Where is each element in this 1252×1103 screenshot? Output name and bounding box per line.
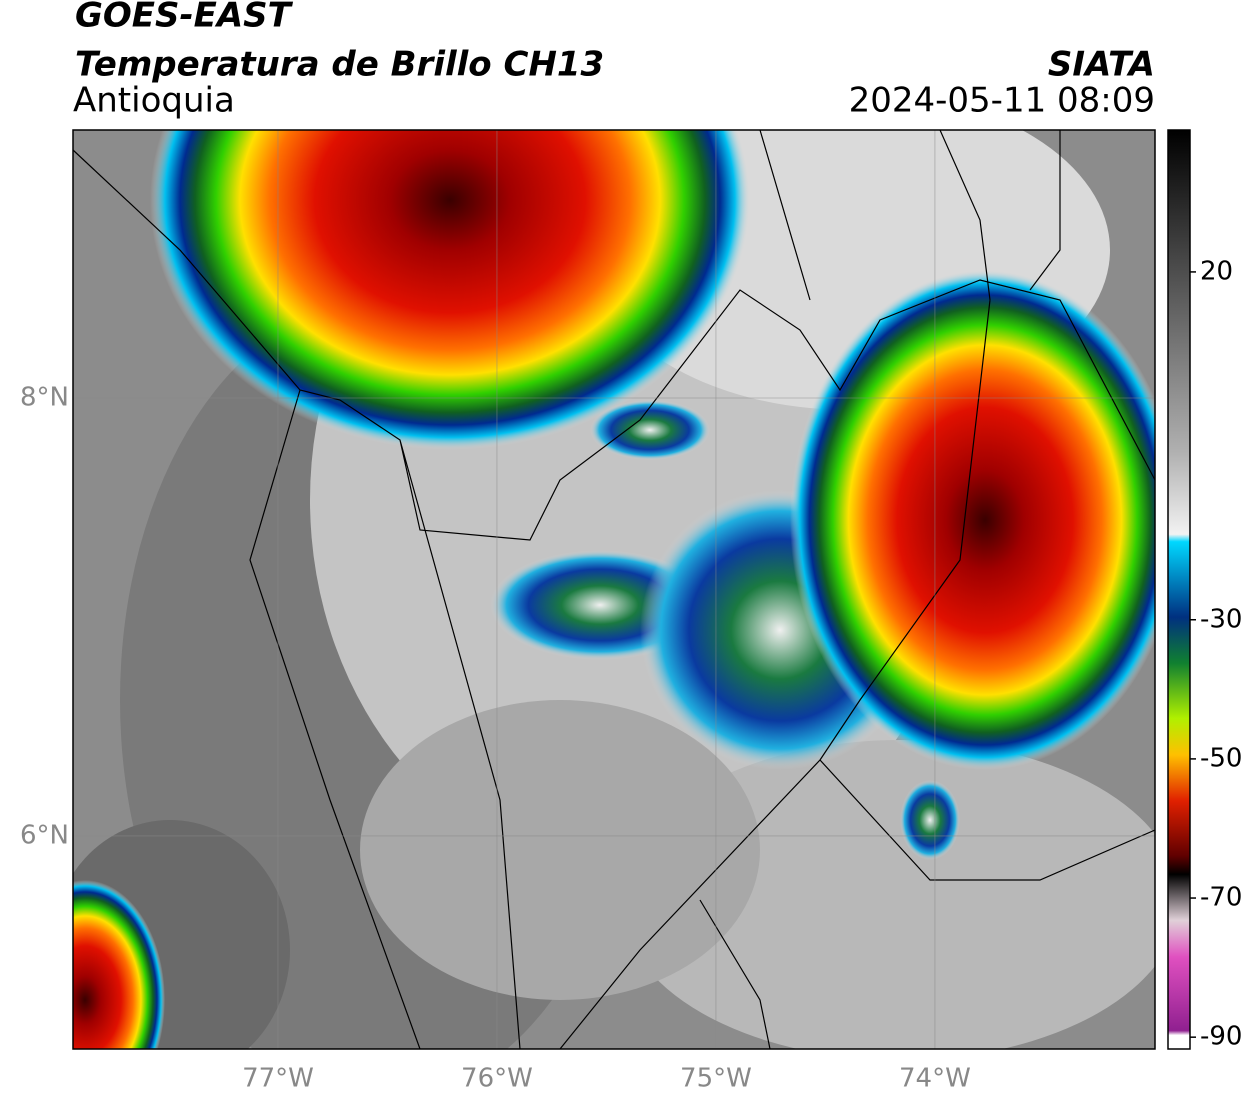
title: GOES-EAST: [75, 0, 294, 36]
satellite-image: [73, 130, 1155, 1049]
source: SIATA: [1048, 45, 1155, 85]
colorbar-tick-label: 20: [1200, 256, 1233, 286]
x-tick-label: 75°W: [680, 1064, 752, 1094]
colorbar-tick-label: -30: [1200, 604, 1242, 634]
colorbar-tick-label: -50: [1200, 743, 1242, 773]
graticule: [73, 130, 1155, 1049]
datetime: 2024-05-11 08:09: [849, 81, 1155, 121]
x-tick-label: 76°W: [461, 1064, 533, 1094]
colorbar: [1167, 129, 1191, 1050]
y-tick-label: 8°N: [20, 383, 69, 413]
x-tick-label: 77°W: [242, 1064, 314, 1094]
region: Antioquia: [73, 81, 235, 121]
x-tick-label: 74°W: [899, 1064, 971, 1094]
map-frame: [72, 129, 1156, 1050]
subtitle: Temperatura de Brillo CH13: [75, 45, 604, 85]
colorbar-tick-label: -90: [1200, 1022, 1242, 1052]
colorbar-tick-label: -70: [1200, 883, 1242, 913]
y-tick-label: 6°N: [20, 820, 69, 850]
